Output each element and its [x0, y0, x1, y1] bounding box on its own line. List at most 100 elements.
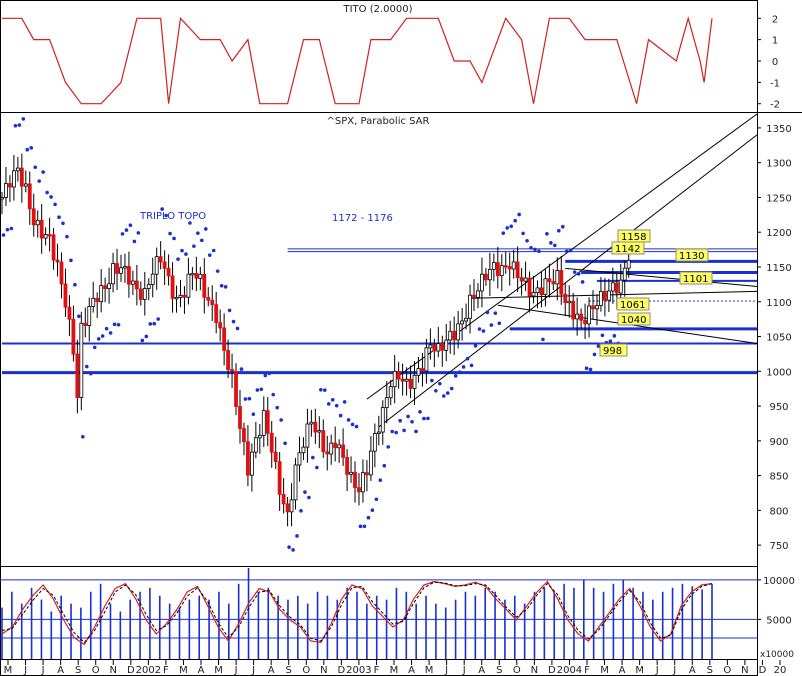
candle-down	[67, 306, 72, 320]
candle-up	[142, 288, 147, 300]
candle-down	[563, 293, 568, 304]
candle-down	[345, 456, 349, 475]
x-axis: M J J A S O N D 2002 F M A M J J A S O N D 2003 F M A M J J A S O N D 20…	[4, 660, 786, 676]
sar-dot	[13, 123, 18, 128]
candle-up	[11, 170, 16, 188]
candle-down	[39, 219, 44, 239]
candle-down	[59, 261, 64, 285]
sar-dot	[215, 269, 220, 273]
sar-dot	[84, 364, 89, 369]
sar-dot	[386, 445, 391, 449]
candle-down	[269, 432, 274, 453]
candle-up	[0, 197, 4, 200]
candle-down	[591, 305, 595, 310]
sar-dot	[322, 388, 327, 392]
sar-dot	[592, 352, 597, 357]
sar-dot	[537, 249, 541, 254]
svg-text:1158: 1158	[621, 232, 646, 243]
price-tick-label: 750	[769, 541, 788, 552]
level-tag-998: 998	[599, 343, 628, 357]
candle-down	[539, 287, 544, 296]
candle-down	[127, 266, 131, 285]
candle-down	[134, 280, 139, 290]
x-tick-label: J	[444, 665, 448, 676]
candle-up	[384, 397, 389, 409]
volume-unit-label: x10000	[760, 650, 794, 660]
candle-down	[503, 265, 508, 268]
x-tick-label: M	[425, 665, 434, 676]
sar-dot	[120, 232, 125, 236]
candle-up	[610, 282, 615, 292]
sar-dot	[303, 490, 307, 494]
sar-dot	[164, 213, 168, 218]
candle-down	[579, 313, 584, 321]
candle-up	[35, 219, 40, 226]
sar-dot	[362, 524, 367, 529]
sar-dot	[414, 429, 418, 434]
candle-down	[95, 297, 100, 302]
x-tick-label: N	[320, 665, 327, 676]
x-tick-label: J	[655, 665, 659, 676]
candle-up	[317, 430, 322, 433]
sar-dot	[346, 418, 351, 422]
x-tick-label: O	[302, 665, 310, 676]
candle-up	[337, 444, 342, 449]
sar-dot	[557, 229, 561, 233]
sar-dot	[53, 202, 57, 207]
level-tag-1061: 1061	[616, 297, 650, 311]
sar-dot	[453, 374, 458, 378]
candle-up	[480, 273, 484, 292]
x-tick-label: M	[390, 665, 399, 676]
candle-down	[138, 288, 143, 300]
x-tick-label: O	[513, 665, 521, 676]
sar-dot	[17, 123, 22, 127]
sar-dot	[418, 410, 422, 414]
sar-dot	[461, 365, 466, 369]
sar-dot	[330, 397, 335, 402]
candle-down	[452, 330, 457, 341]
candle-down	[19, 167, 24, 187]
sar-dot	[612, 334, 617, 338]
x-tick-label: J	[41, 665, 45, 676]
x-tick-label: M	[600, 665, 609, 676]
sar-dot	[247, 396, 252, 401]
candle-up	[535, 287, 540, 293]
x-tick-label: A	[478, 665, 485, 676]
candle-up	[111, 263, 115, 285]
sar-dot	[192, 244, 196, 248]
price-tick-label: 1150	[766, 263, 791, 274]
sar-dot	[521, 231, 525, 236]
candle-up	[87, 306, 92, 326]
candle-down	[571, 300, 576, 320]
sar-dot	[267, 371, 272, 376]
sar-dot	[1, 233, 6, 237]
price-tick-label: 1250	[766, 193, 791, 204]
sar-dot	[176, 257, 180, 261]
candle-up	[174, 297, 179, 300]
candle-up	[198, 273, 203, 279]
candle-down	[51, 234, 56, 261]
indicator-tick-label: -2	[770, 100, 780, 111]
sar-dot	[445, 391, 450, 395]
candle-down	[365, 472, 369, 476]
price-tick-label: 850	[769, 472, 788, 483]
candle-up	[123, 266, 127, 269]
candle-down	[583, 319, 587, 325]
sar-dot	[584, 366, 589, 370]
sar-dot	[319, 387, 323, 392]
sar-dot	[517, 212, 521, 217]
price-tick-label: 1000	[766, 367, 791, 378]
sar-dot	[124, 228, 129, 232]
level-tag-1158: 1158	[617, 229, 651, 243]
x-tick-label: S	[286, 665, 292, 676]
candle-down	[63, 283, 68, 308]
candle-up	[368, 450, 373, 476]
x-tick-label: J	[462, 665, 466, 676]
sar-dot	[128, 223, 133, 228]
sar-dot	[136, 231, 141, 235]
candle-down	[321, 430, 326, 453]
candle-down	[222, 327, 227, 351]
channel-lower-line	[378, 134, 758, 428]
candle-up	[599, 291, 603, 306]
candle-down	[313, 421, 318, 433]
